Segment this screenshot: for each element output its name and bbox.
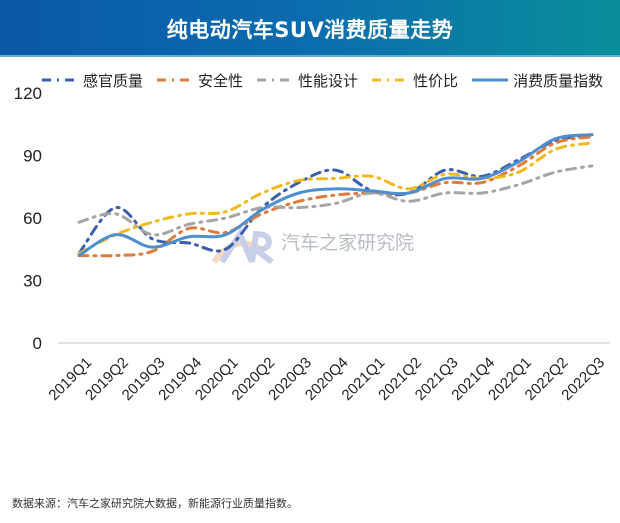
legend-line-icon bbox=[257, 78, 294, 82]
legend-line-icon bbox=[372, 78, 409, 82]
legend-label: 性价比 bbox=[413, 71, 459, 90]
legend-line-icon bbox=[472, 78, 509, 82]
legend-label: 安全性 bbox=[198, 71, 244, 90]
legend-item: 性价比 bbox=[370, 70, 458, 91]
watermark-text: 汽车之家研究院 bbox=[281, 232, 414, 254]
series-line-3 bbox=[77, 141, 594, 255]
y-tick-label: 0 bbox=[33, 334, 42, 353]
data-source-note: 数据来源：汽车之家研究院大数据，新能源行业质量指数。 bbox=[12, 497, 298, 510]
y-tick-label: 60 bbox=[23, 209, 42, 228]
legend-item: 感官质量 bbox=[40, 70, 143, 91]
y-tick-label: 30 bbox=[23, 272, 42, 291]
legend: 感官质量 安全性 性能设计 性价比 消费质量指数 bbox=[40, 70, 615, 90]
y-tick-label: 90 bbox=[23, 147, 42, 166]
series-line-4 bbox=[77, 133, 594, 257]
y-tick-label: 120 bbox=[14, 84, 42, 103]
legend-item: 性能设计 bbox=[255, 70, 358, 91]
legend-label: 性能设计 bbox=[298, 71, 359, 90]
series-line-0 bbox=[77, 133, 594, 255]
legend-line-icon bbox=[157, 78, 194, 82]
legend-item: 安全性 bbox=[155, 70, 243, 91]
watermark-logo bbox=[211, 227, 274, 265]
legend-label: 感官质量 bbox=[83, 71, 144, 90]
series-line-2 bbox=[77, 164, 594, 237]
chart-title: 纯电动汽车SUV消费质量走势 bbox=[166, 17, 454, 42]
title-underline bbox=[0, 55, 620, 57]
title-banner: 纯电动汽车SUV消费质量走势 bbox=[0, 0, 620, 57]
legend-item: 消费质量指数 bbox=[470, 70, 603, 91]
legend-label: 消费质量指数 bbox=[513, 71, 604, 90]
legend-line-icon bbox=[42, 78, 78, 82]
